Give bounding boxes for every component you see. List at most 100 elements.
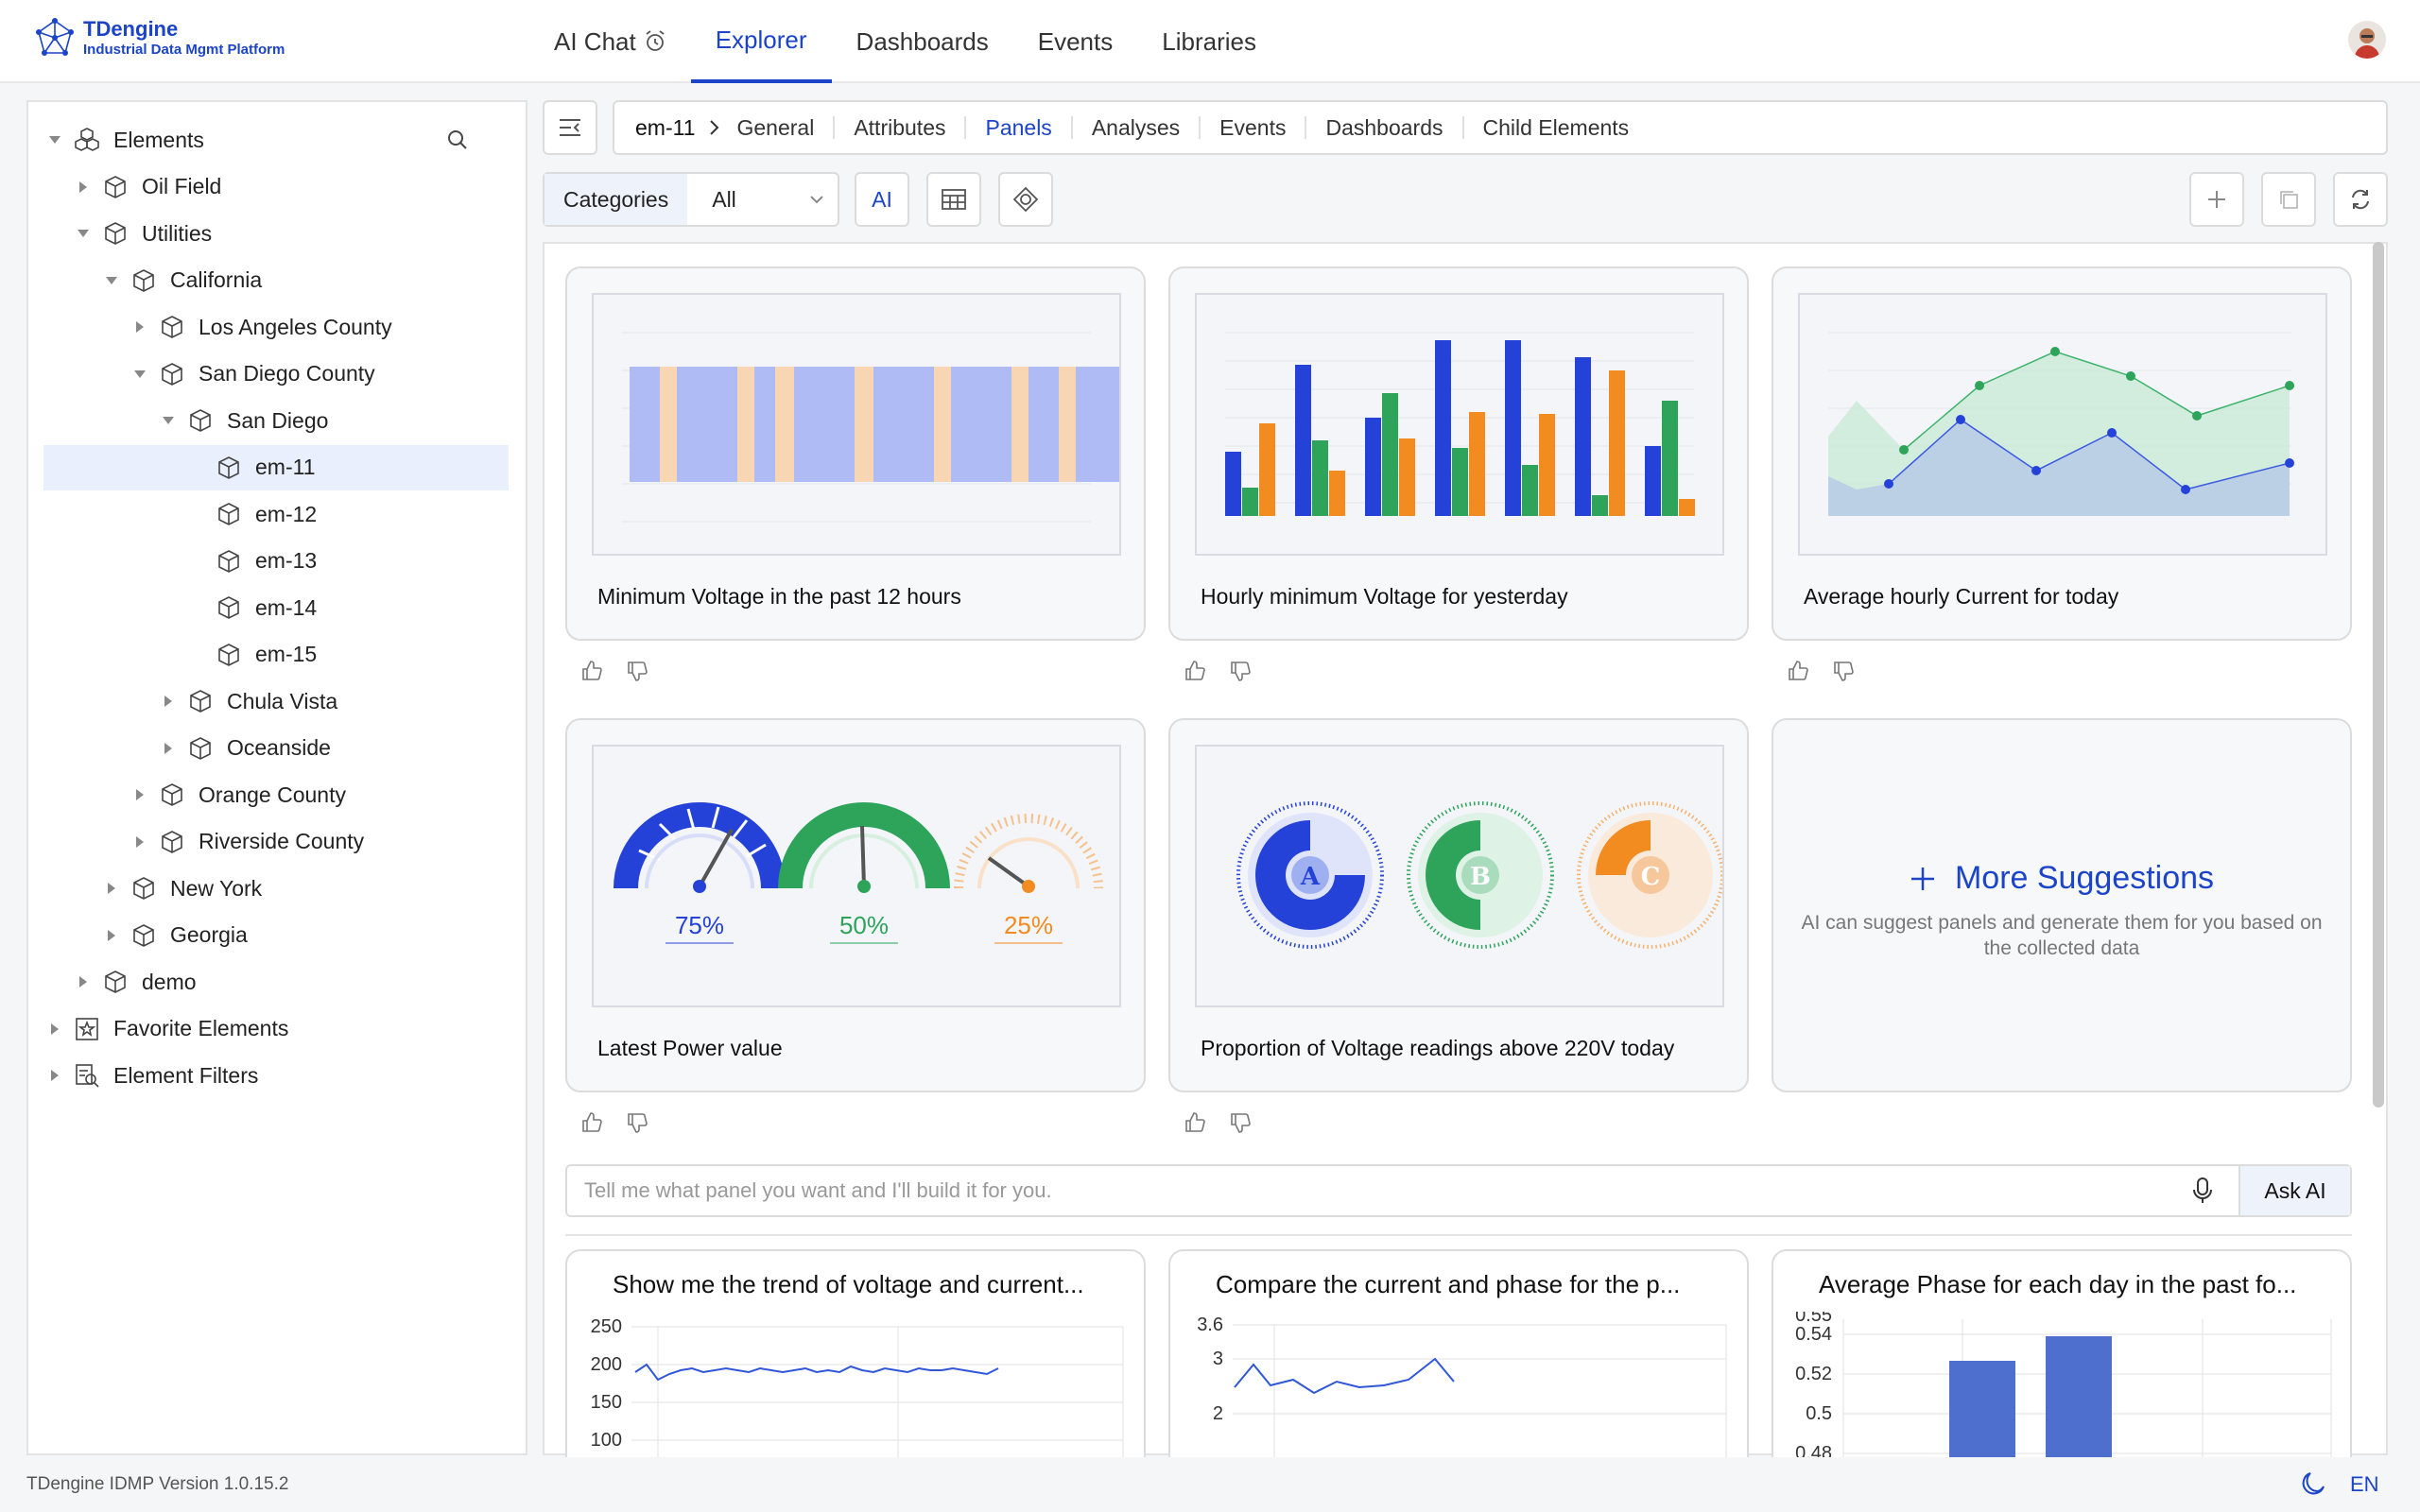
generated-panel-3[interactable]: Average Phase for each day in the past f…	[1772, 1249, 2352, 1495]
caret-down-icon[interactable]	[100, 269, 123, 292]
suggestion-card-3[interactable]: Average hourly Current for today	[1772, 266, 2352, 641]
caret-right-icon[interactable]	[157, 737, 180, 760]
caret-down-icon[interactable]	[157, 409, 180, 432]
scrollbar[interactable]	[2373, 242, 2384, 1108]
caret-right-icon[interactable]	[72, 971, 95, 993]
tree-node-favorites[interactable]: Favorite Elements	[43, 1006, 509, 1052]
suggestion-card-5[interactable]: A B C Proportion of Voltage readings abo…	[1168, 718, 1749, 1092]
refresh-button[interactable]	[2333, 172, 2388, 227]
cube-icon	[129, 920, 159, 951]
cube-icon	[214, 499, 244, 529]
tree-node-riverside[interactable]: Riverside County	[43, 819, 509, 865]
suggestion-card-1[interactable]: Minimum Voltage in the past 12 hours	[565, 266, 1146, 641]
tree-node-san-diego-county[interactable]: San Diego County	[43, 352, 509, 397]
card-preview	[592, 293, 1121, 556]
tree-node-orange[interactable]: Orange County	[43, 772, 509, 817]
plus-icon	[2208, 191, 2225, 208]
moon-icon[interactable]	[2299, 1470, 2325, 1497]
thumbs-down-icon[interactable]	[1229, 660, 1252, 682]
tree-search-icon[interactable]	[446, 129, 469, 151]
tree-node-new-york[interactable]: New York	[43, 866, 509, 911]
copy-panel-button[interactable]	[2261, 172, 2316, 227]
add-panel-button[interactable]	[2189, 172, 2244, 227]
target-button[interactable]	[998, 172, 1053, 227]
caret-right-icon[interactable]	[157, 690, 180, 713]
suggestion-card-2[interactable]: Hourly minimum Voltage for yesterday	[1168, 266, 1749, 641]
generated-panel-2[interactable]: Compare the current and phase for the p.…	[1168, 1249, 1749, 1495]
card-3-feedback	[1787, 660, 1855, 682]
tab-general[interactable]: General	[737, 116, 836, 139]
thumbs-up-icon[interactable]	[580, 1111, 603, 1134]
cube-icon	[157, 312, 187, 342]
thumbs-up-icon[interactable]	[580, 660, 603, 682]
tree-node-em14[interactable]: em-14	[43, 585, 509, 630]
tree-node-oceanside[interactable]: Oceanside	[43, 726, 509, 771]
caret-right-icon[interactable]	[129, 831, 151, 853]
tab-dashboards[interactable]: Dashboards	[1306, 116, 1464, 139]
logo[interactable]: TDengine Industrial Data Mgmt Platform	[34, 17, 285, 59]
tab-analyses[interactable]: Analyses	[1073, 116, 1201, 139]
caret-right-icon[interactable]	[100, 924, 123, 947]
tree-node-utilities[interactable]: Utilities	[43, 211, 509, 256]
generated-panel-1[interactable]: Show me the trend of voltage and current…	[565, 1249, 1146, 1495]
caret-right-icon[interactable]	[43, 1018, 66, 1040]
tree-node-chula-vista[interactable]: Chula Vista	[43, 679, 509, 724]
more-suggestions-card[interactable]: More Suggestions AI can suggest panels a…	[1772, 718, 2352, 1092]
tree-root-elements[interactable]: Elements	[43, 117, 509, 163]
ask-ai-button[interactable]: Ask AI	[2238, 1166, 2350, 1215]
bar	[1242, 488, 1258, 516]
caret-down-icon[interactable]	[129, 363, 151, 386]
thumbs-down-icon[interactable]	[626, 660, 648, 682]
caret-right-icon[interactable]	[72, 176, 95, 198]
tree-node-demo[interactable]: demo	[43, 959, 509, 1005]
tree-node-filters[interactable]: Element Filters	[43, 1053, 509, 1098]
heatmap-cell	[824, 367, 855, 482]
language-toggle[interactable]: EN	[2350, 1472, 2379, 1496]
nav-libraries[interactable]: Libraries	[1162, 26, 1256, 56]
thumbs-down-icon[interactable]	[1229, 1111, 1252, 1134]
tree-node-em11[interactable]: em-11	[43, 444, 509, 490]
tab-events[interactable]: Events	[1201, 116, 1307, 139]
heatmap-cell	[677, 367, 707, 482]
collapse-sidebar-button[interactable]	[543, 100, 597, 155]
nav-dashboards[interactable]: Dashboards	[856, 26, 989, 56]
caret-right-icon[interactable]	[129, 783, 151, 806]
category-select[interactable]: Categories All	[543, 172, 839, 227]
caret-right-icon[interactable]	[129, 316, 151, 338]
thumbs-down-icon[interactable]	[1832, 660, 1855, 682]
thumbs-up-icon[interactable]	[1184, 660, 1206, 682]
caret-right-icon[interactable]	[100, 877, 123, 900]
cube-icon	[100, 967, 130, 997]
bar	[1329, 471, 1345, 516]
nav-explorer[interactable]: Explorer	[690, 0, 832, 83]
microphone-icon[interactable]	[2193, 1177, 2212, 1204]
tree-node-california[interactable]: California	[43, 258, 509, 303]
tree-node-san-diego[interactable]: San Diego	[43, 398, 509, 443]
heatmap-cell	[660, 367, 677, 482]
breadcrumb-current[interactable]: em-11	[635, 114, 696, 140]
ask-ai-input[interactable]	[567, 1166, 2193, 1215]
ai-suggest-button[interactable]: AI	[855, 172, 909, 227]
caret-right-icon[interactable]	[43, 1064, 66, 1087]
card-preview: 75% 50% 25%	[592, 745, 1121, 1007]
tab-attributes[interactable]: Attributes	[835, 116, 967, 139]
tab-child-elements[interactable]: Child Elements	[1482, 115, 1630, 140]
tree-node-em12[interactable]: em-12	[43, 491, 509, 537]
thumbs-down-icon[interactable]	[626, 1111, 648, 1134]
breadcrumb: em-11 General Attributes Panels Analyses…	[613, 100, 2388, 155]
caret-down-icon[interactable]	[43, 129, 66, 151]
thumbs-up-icon[interactable]	[1787, 660, 1809, 682]
tree-node-oil-field[interactable]: Oil Field	[43, 164, 509, 210]
tab-panels[interactable]: Panels	[966, 116, 1073, 139]
caret-down-icon[interactable]	[72, 222, 95, 245]
tree-node-em15[interactable]: em-15	[43, 632, 509, 678]
thumbs-up-icon[interactable]	[1184, 1111, 1206, 1134]
tree-node-los-angeles[interactable]: Los Angeles County	[43, 304, 509, 350]
tree-node-em13[interactable]: em-13	[43, 539, 509, 584]
suggestion-card-4[interactable]: 75% 50% 25% Latest Power v	[565, 718, 1146, 1092]
table-view-button[interactable]	[926, 172, 981, 227]
nav-events[interactable]: Events	[1037, 26, 1114, 56]
avatar[interactable]	[2348, 21, 2386, 59]
tree-node-georgia[interactable]: Georgia	[43, 913, 509, 958]
nav-ai-chat[interactable]: AI Chat	[529, 0, 691, 83]
